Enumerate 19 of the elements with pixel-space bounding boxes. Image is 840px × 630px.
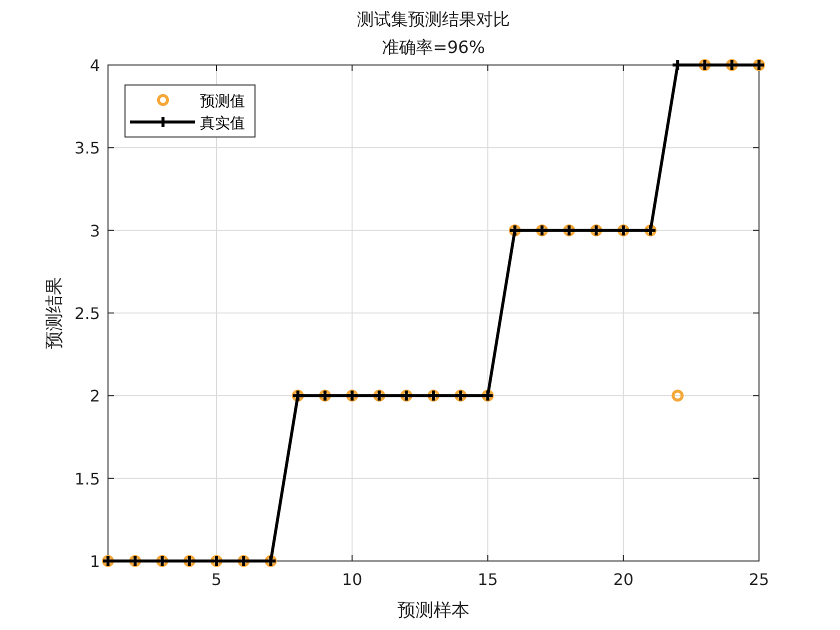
x-tick-label: 5 (211, 570, 222, 589)
legend-label: 真实值 (200, 114, 245, 132)
y-tick-label: 4 (90, 56, 100, 75)
y-tick-label: 2 (90, 386, 100, 406)
y-tick-label: 3.5 (74, 138, 100, 158)
x-axis-title: 预测样本 (398, 600, 470, 621)
x-tick-label: 20 (613, 570, 634, 589)
y-tick-label: 3 (90, 221, 100, 240)
x-tick-label: 15 (478, 570, 498, 589)
y-tick-label: 2.5 (74, 304, 100, 323)
y-tick-label: 1.5 (74, 469, 100, 488)
chart-subtitle: 准确率=96% (382, 38, 486, 58)
x-tick-label: 25 (748, 570, 770, 589)
chart-title: 测试集预测结果对比 (357, 10, 510, 30)
y-axis-title: 预测结果 (44, 277, 65, 349)
y-tick-label: 1 (90, 552, 100, 571)
legend-label: 预测值 (200, 92, 245, 110)
point (672, 390, 684, 402)
x-tick-label: 10 (342, 570, 362, 589)
